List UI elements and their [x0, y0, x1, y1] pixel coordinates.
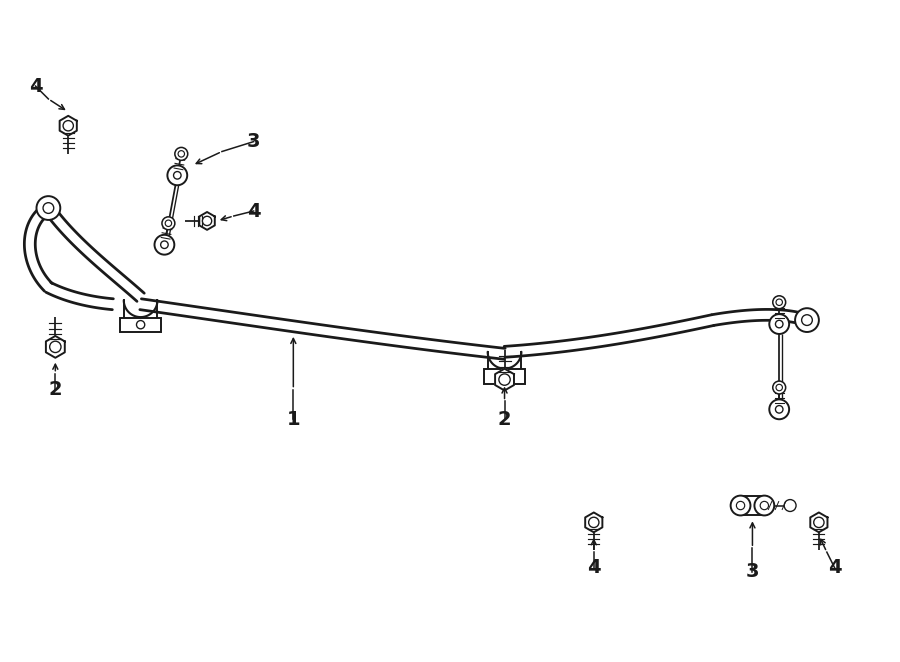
Bar [120, 318, 161, 332]
Text: 4: 4 [29, 77, 42, 95]
Circle shape [776, 406, 783, 413]
Circle shape [50, 341, 61, 353]
Circle shape [63, 120, 74, 131]
Polygon shape [810, 512, 827, 532]
Circle shape [736, 501, 744, 510]
Circle shape [795, 308, 819, 332]
Circle shape [814, 517, 824, 528]
Circle shape [731, 496, 751, 516]
Circle shape [773, 296, 786, 308]
Circle shape [776, 299, 782, 305]
Circle shape [784, 500, 796, 512]
Circle shape [770, 399, 789, 419]
Circle shape [500, 372, 508, 381]
Circle shape [155, 235, 175, 255]
Circle shape [760, 501, 769, 510]
Circle shape [499, 374, 510, 385]
Text: 4: 4 [828, 559, 842, 577]
Circle shape [37, 196, 60, 220]
Circle shape [162, 217, 175, 230]
Circle shape [776, 320, 783, 328]
Polygon shape [46, 336, 65, 357]
Circle shape [166, 220, 172, 226]
Circle shape [802, 314, 813, 326]
Circle shape [174, 171, 181, 179]
Circle shape [754, 496, 774, 516]
Polygon shape [585, 512, 602, 532]
Circle shape [202, 216, 211, 226]
Text: 2: 2 [49, 380, 62, 399]
Circle shape [776, 385, 782, 391]
Polygon shape [59, 116, 76, 136]
Circle shape [770, 314, 789, 334]
Circle shape [167, 166, 187, 185]
Polygon shape [495, 369, 514, 391]
Circle shape [160, 241, 168, 248]
Text: 4: 4 [247, 201, 260, 220]
Circle shape [137, 320, 145, 329]
Text: 1: 1 [286, 410, 300, 429]
Circle shape [589, 517, 598, 528]
Text: 4: 4 [587, 559, 600, 577]
Circle shape [43, 203, 54, 213]
Circle shape [175, 148, 188, 160]
Bar [483, 369, 526, 383]
Circle shape [178, 151, 184, 157]
Polygon shape [199, 212, 215, 230]
Circle shape [773, 381, 786, 394]
Text: 3: 3 [247, 132, 260, 151]
Text: 3: 3 [746, 563, 760, 581]
Text: 2: 2 [498, 410, 511, 429]
